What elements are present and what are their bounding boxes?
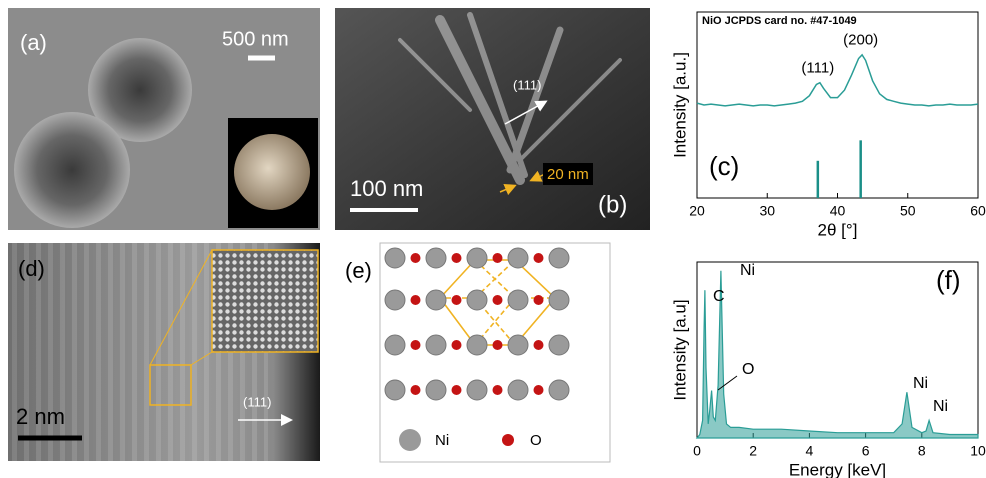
legend-o: [502, 434, 514, 446]
atom-ni: [385, 380, 405, 400]
flower: [14, 112, 130, 228]
panel-b: (111) 20 nm 100 nm (b): [335, 8, 650, 230]
x-tick-label: 30: [759, 203, 775, 219]
atom-ni: [385, 290, 405, 310]
scale-label: 100 nm: [350, 176, 423, 201]
panel-label: (f): [936, 265, 961, 295]
x-tick-label: 2: [749, 443, 757, 459]
atom-o: [452, 385, 462, 395]
x-tick-label: 10: [970, 443, 986, 459]
atom-o: [452, 253, 462, 263]
width-label: 20 nm: [547, 166, 589, 183]
atom-o: [452, 295, 462, 305]
structure-frame: [380, 243, 610, 462]
scale-label: 2 nm: [16, 404, 65, 429]
atom-ni: [385, 248, 405, 268]
atom-ni: [549, 290, 569, 310]
panel-d: (d) 2 nm (111): [8, 243, 320, 461]
atom-ni: [508, 380, 528, 400]
x-tick-label: 20: [689, 203, 705, 219]
atom-ni: [426, 380, 446, 400]
x-tick-label: 6: [862, 443, 870, 459]
atom-ni: [549, 335, 569, 355]
atom-o: [411, 253, 421, 263]
panel-a: (a) 500 nm: [8, 8, 320, 230]
atom-o: [534, 253, 544, 263]
atom-ni: [467, 335, 487, 355]
inset: [212, 250, 318, 352]
x-tick-label: 50: [900, 203, 916, 219]
peak-label: O: [742, 361, 754, 378]
atom-o: [493, 253, 503, 263]
atom-ni: [385, 335, 405, 355]
atom-ni: [508, 335, 528, 355]
chart-title: NiO JCPDS card no. #47-1049: [702, 15, 857, 27]
peak-label: C: [713, 288, 725, 305]
legend-label: O: [530, 432, 542, 449]
x-tick-label: 0: [693, 443, 701, 459]
atom-ni: [549, 380, 569, 400]
x-tick-label: 4: [806, 443, 814, 459]
peak-label: (200): [843, 32, 878, 49]
atom-o: [534, 295, 544, 305]
legend-label: Ni: [435, 432, 449, 449]
atom-ni: [549, 248, 569, 268]
scale-label: 500 nm: [222, 28, 289, 50]
atom-o: [411, 385, 421, 395]
x-axis-label: Energy [keV]: [789, 460, 886, 478]
atom-ni: [467, 248, 487, 268]
direction-label: (111): [513, 77, 541, 92]
atom-o: [534, 340, 544, 350]
atom-o: [534, 385, 544, 395]
y-axis-label: Intensity [a.u.]: [670, 52, 689, 158]
atom-o: [493, 295, 503, 305]
panel-e: (e) Ni O: [345, 243, 610, 462]
panel-label: (d): [18, 256, 45, 281]
flower: [234, 134, 310, 210]
x-axis-label: 2θ [°]: [818, 220, 858, 239]
peak-label: (111): [801, 60, 834, 77]
x-tick-label: 8: [918, 443, 926, 459]
direction-label: (111): [243, 394, 271, 409]
atom-o: [493, 340, 503, 350]
panel-label: (e): [345, 258, 372, 283]
atom-ni: [426, 248, 446, 268]
figure: (a) 500 nm (111) 20 nm 100 nm (b) (d) 2 …: [0, 0, 986, 478]
atom-o: [493, 385, 503, 395]
panel-label: (b): [598, 191, 627, 218]
atom-o: [411, 295, 421, 305]
legend-ni: [399, 429, 421, 451]
atom-ni: [508, 248, 528, 268]
y-axis-label: Intensity [a.u]: [670, 299, 689, 400]
x-tick-label: 60: [970, 203, 986, 219]
atom-ni: [426, 335, 446, 355]
atom-ni: [426, 290, 446, 310]
x-tick-label: 40: [830, 203, 846, 219]
atom-ni: [467, 380, 487, 400]
atom-ni: [508, 290, 528, 310]
atom-ni: [467, 290, 487, 310]
peak-label: Ni: [933, 398, 948, 415]
panel-label: (a): [20, 30, 47, 55]
panel-label: (c): [709, 151, 739, 181]
atom-o: [452, 340, 462, 350]
peak-label: Ni: [913, 375, 928, 392]
peak-label: Ni: [740, 262, 755, 279]
atom-o: [411, 340, 421, 350]
